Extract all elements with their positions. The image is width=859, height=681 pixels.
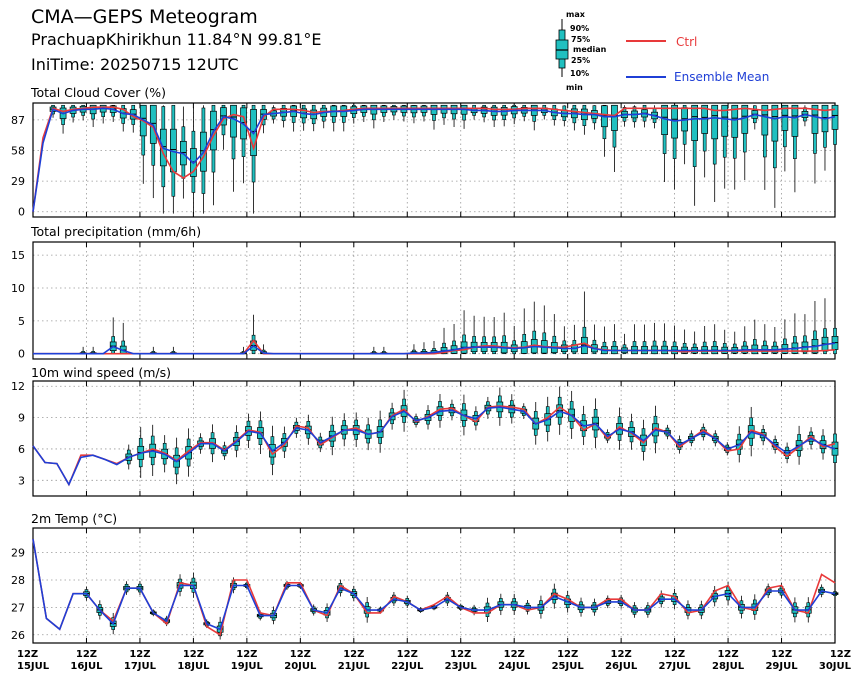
x-tick-hour: 12Z	[343, 649, 364, 660]
x-tick-date: 18JUL	[177, 661, 210, 672]
box-inner	[611, 104, 618, 131]
x-tick-date: 22JUL	[391, 661, 424, 672]
box-inner	[691, 104, 699, 141]
x-tick-date: 28JUL	[712, 661, 745, 672]
ensemble-mean-line	[32, 406, 836, 487]
x-tick-date: 19JUL	[231, 661, 264, 672]
x-tick-date: 30JUL	[819, 661, 852, 672]
legend-label-median: median	[573, 45, 607, 54]
legend-label-25pct: 25%	[571, 56, 590, 65]
box-inner	[811, 104, 819, 134]
x-tick-hour: 12Z	[450, 649, 471, 660]
ensemble-mean-line	[32, 107, 836, 212]
x-tick-hour: 12Z	[397, 649, 418, 660]
panel-frame	[32, 527, 836, 644]
box-inner	[771, 104, 779, 142]
legend	[555, 19, 666, 78]
x-tick-hour: 12Z	[183, 649, 204, 660]
panel-title-4: 2m Temp (°C)	[31, 511, 117, 526]
x-tick-hour: 12Z	[129, 649, 150, 660]
panel-3	[32, 380, 839, 497]
box-inner	[721, 104, 729, 137]
x-tick-date: 15JUL	[17, 661, 50, 672]
y-tick-label: 10	[11, 282, 25, 295]
chart-title: CMA—GEPS Meteogram	[31, 6, 258, 28]
x-tick-hour: 12Z	[504, 649, 525, 660]
x-tick-date: 21JUL	[338, 661, 371, 672]
legend-mean-label: Ensemble Mean	[674, 70, 769, 84]
y-tick-label: 27	[11, 601, 25, 614]
x-tick-hour: 12Z	[611, 649, 632, 660]
y-tick-label: 87	[11, 114, 25, 127]
x-tick-date: 26JUL	[605, 661, 638, 672]
x-tick-date: 16JUL	[70, 661, 103, 672]
y-tick-label: 9	[18, 412, 25, 425]
init-time-label: IniTime: 20250715 12UTC	[31, 55, 239, 74]
box-inner	[741, 104, 749, 134]
y-tick-label: 58	[11, 145, 25, 158]
y-tick-label: 29	[11, 547, 25, 560]
panel-title-2: Total precipitation (mm/6h)	[30, 224, 201, 239]
box-inner	[761, 104, 769, 136]
ensemble-mean-line	[33, 342, 836, 355]
x-tick-date: 27JUL	[659, 661, 692, 672]
x-tick-date: 29JUL	[765, 661, 798, 672]
x-tick-hour: 12Z	[664, 649, 685, 660]
y-tick-label: 15	[11, 249, 25, 262]
legend-label-max: max	[566, 10, 586, 19]
ensemble-mean-line	[32, 538, 836, 631]
x-tick-date: 23JUL	[445, 661, 478, 672]
legend-ctrl-label: Ctrl	[676, 35, 697, 49]
x-tick-date: 25JUL	[552, 661, 585, 672]
y-tick-label: 12	[11, 380, 25, 393]
panel-1	[32, 102, 839, 218]
panel-4	[32, 527, 839, 644]
box-inner	[791, 104, 799, 137]
x-tick-hour: 12Z	[771, 649, 792, 660]
ctrl-line	[32, 405, 836, 487]
legend-label-min: min	[566, 83, 583, 92]
x-tick-hour: 12Z	[830, 649, 851, 660]
x-tick-hour: 12Z	[76, 649, 97, 660]
legend-label-10pct: 10%	[570, 69, 589, 78]
y-tick-label: 6	[18, 443, 25, 456]
panel-title-3: 10m wind speed (m/s)	[31, 365, 171, 380]
y-tick-label: 0	[18, 348, 25, 361]
legend-label-75pct: 75%	[571, 35, 590, 44]
panel-title-1: Total Cloud Cover (%)	[30, 85, 166, 100]
x-tick-date: 17JUL	[124, 661, 157, 672]
header: CMA—GEPS Meteogram PrachuapKhirikhun 11.…	[0, 0, 859, 90]
x-tick-hour: 12Z	[17, 649, 38, 660]
y-tick-label: 0	[18, 206, 25, 219]
x-tick-hour: 12Z	[236, 649, 257, 660]
location-label: PrachuapKhirikhun 11.84°N 99.81°E	[31, 30, 322, 49]
box-inner	[230, 104, 237, 138]
panel-2	[32, 241, 839, 360]
x-tick-date: 24JUL	[498, 661, 531, 672]
y-tick-label: 28	[11, 574, 25, 587]
ctrl-line	[32, 106, 836, 212]
y-tick-label: 26	[11, 629, 25, 642]
y-tick-label: 29	[11, 175, 25, 188]
y-tick-label: 5	[18, 315, 25, 328]
box-inner	[711, 104, 719, 140]
y-tick-label: 3	[18, 474, 25, 487]
legend-label-90pct: 90%	[570, 24, 589, 33]
x-tick-hour: 12Z	[717, 649, 738, 660]
box-inner	[731, 104, 739, 138]
x-tick-hour: 12Z	[290, 649, 311, 660]
x-tick-date: 20JUL	[284, 661, 317, 672]
x-tick-hour: 12Z	[557, 649, 578, 660]
